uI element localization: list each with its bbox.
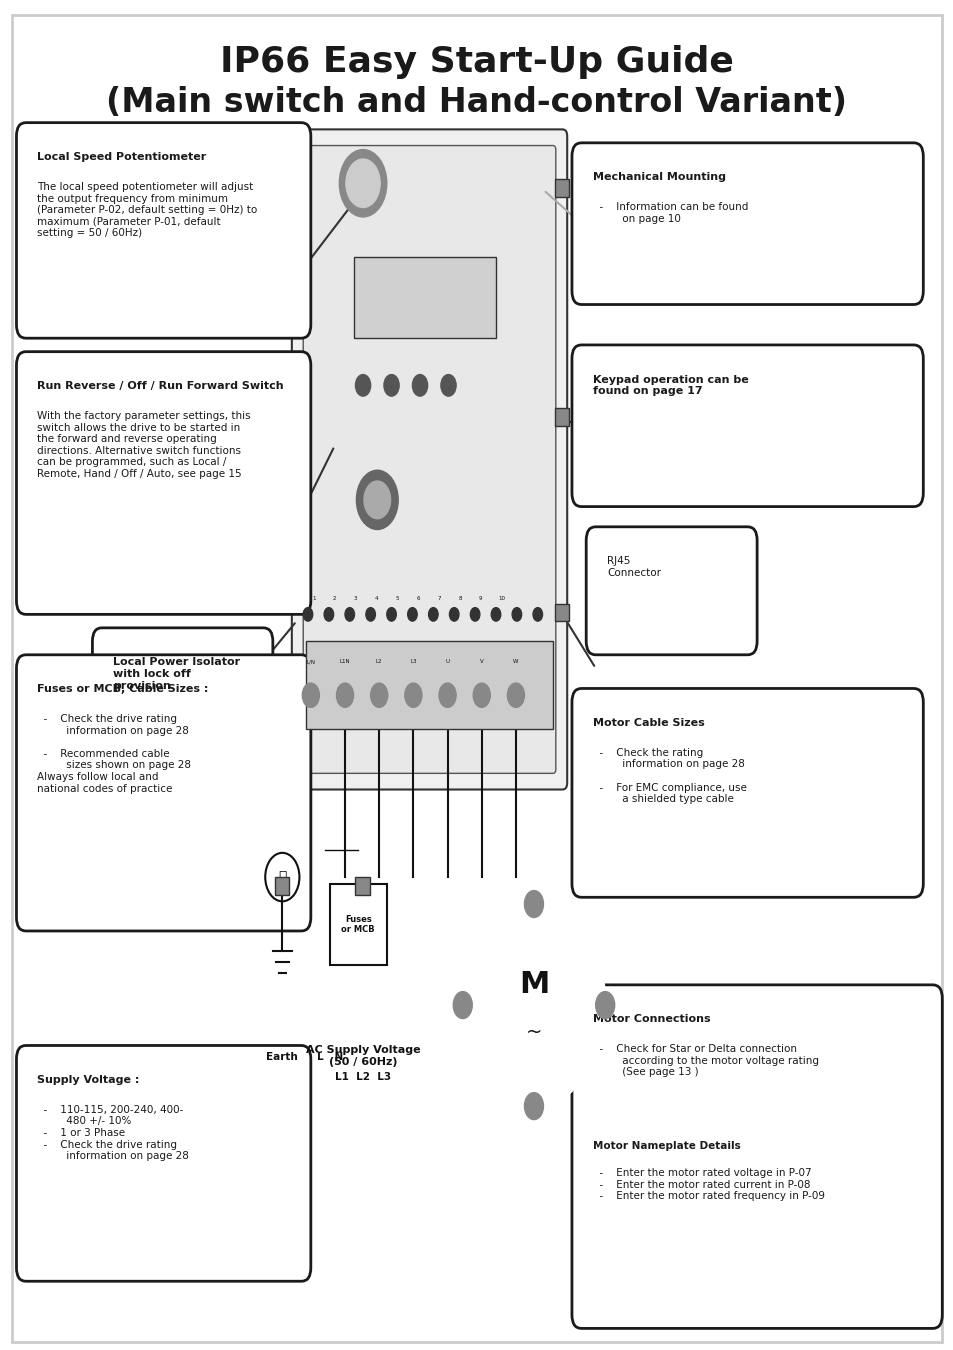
Circle shape — [303, 608, 313, 621]
Text: -    Check for Star or Delta connection
         according to the motor voltage : - Check for Star or Delta connection acc… — [592, 1044, 818, 1089]
Bar — [354, 258, 496, 339]
Circle shape — [383, 374, 398, 396]
Circle shape — [412, 374, 427, 396]
Text: 5: 5 — [395, 595, 398, 601]
Circle shape — [339, 150, 386, 217]
Text: L2: L2 — [375, 659, 382, 664]
Text: U: U — [445, 659, 449, 664]
Text: (Main switch and Hand-control Variant): (Main switch and Hand-control Variant) — [107, 86, 846, 119]
Text: Fuses
or MCB: Fuses or MCB — [341, 914, 375, 934]
Text: W: W — [513, 659, 518, 664]
Text: L   N: L N — [316, 1052, 342, 1062]
Text: L3: L3 — [410, 659, 416, 664]
Text: AC Supply Voltage
(50 / 60Hz): AC Supply Voltage (50 / 60Hz) — [305, 1045, 420, 1066]
Text: Local Speed Potentiometer: Local Speed Potentiometer — [37, 153, 207, 162]
Text: -    Check the drive rating
         information on page 28

  -    Recommended : - Check the drive rating information on … — [37, 714, 192, 794]
Text: V: V — [479, 659, 483, 664]
Circle shape — [507, 683, 524, 707]
Circle shape — [595, 992, 614, 1018]
FancyBboxPatch shape — [585, 526, 757, 655]
Text: -    Enter the motor rated voltage in P-07
  -    Enter the motor rated current : - Enter the motor rated voltage in P-07 … — [592, 1168, 824, 1202]
FancyBboxPatch shape — [572, 346, 923, 506]
Text: 8: 8 — [457, 595, 461, 601]
Circle shape — [524, 891, 543, 918]
Circle shape — [407, 608, 416, 621]
Text: 6: 6 — [416, 595, 419, 601]
Text: L1N: L1N — [339, 659, 350, 664]
Text: 3: 3 — [354, 595, 356, 601]
FancyBboxPatch shape — [16, 1045, 311, 1281]
Text: The local speed potentiometer will adjust
the output frequency from minimum
(Par: The local speed potentiometer will adjus… — [37, 182, 257, 239]
Text: Run Reverse / Off / Run Forward Switch: Run Reverse / Off / Run Forward Switch — [37, 381, 284, 392]
Text: IP66 Easy Start-Up Guide: IP66 Easy Start-Up Guide — [220, 45, 733, 80]
Text: -    110-115, 200-240, 400-
         480 +/- 10%
  -    1 or 3 Phase
  -    Chec: - 110-115, 200-240, 400- 480 +/- 10% - 1… — [37, 1104, 189, 1161]
Text: Fuses or MCB, Cable Sizes :: Fuses or MCB, Cable Sizes : — [37, 684, 209, 694]
Circle shape — [449, 608, 458, 621]
Bar — [274, 878, 289, 895]
Circle shape — [345, 608, 355, 621]
Bar — [306, 641, 553, 729]
Text: With the factory parameter settings, this
switch allows the drive to be started : With the factory parameter settings, thi… — [37, 410, 251, 479]
FancyBboxPatch shape — [16, 351, 311, 614]
Circle shape — [371, 683, 387, 707]
Text: 7: 7 — [436, 595, 440, 601]
Circle shape — [524, 1092, 543, 1119]
Text: 4: 4 — [375, 595, 377, 601]
Circle shape — [440, 374, 456, 396]
Bar — [330, 884, 386, 965]
Text: Mechanical Mounting: Mechanical Mounting — [592, 173, 725, 182]
Text: -    Information can be found
         on page 10: - Information can be found on page 10 — [592, 202, 747, 224]
FancyBboxPatch shape — [572, 688, 923, 898]
Text: Local Power Isolator
with lock off
provision: Local Power Isolator with lock off provi… — [113, 657, 240, 691]
Circle shape — [473, 683, 490, 707]
Text: L/N: L/N — [306, 659, 315, 664]
Bar — [555, 408, 569, 425]
FancyBboxPatch shape — [16, 655, 311, 932]
Text: Keypad operation can be
found on page 17: Keypad operation can be found on page 17 — [592, 374, 748, 396]
FancyBboxPatch shape — [16, 123, 311, 339]
Circle shape — [346, 159, 379, 208]
Text: -    Check the rating
         information on page 28

  -    For EMC compliance: - Check the rating information on page 2… — [592, 748, 746, 805]
Circle shape — [462, 904, 604, 1106]
Circle shape — [366, 608, 375, 621]
Circle shape — [512, 608, 521, 621]
Text: Motor Nameplate Details: Motor Nameplate Details — [592, 1141, 740, 1152]
Text: Supply Voltage :: Supply Voltage : — [37, 1075, 139, 1085]
Circle shape — [302, 683, 319, 707]
FancyBboxPatch shape — [303, 146, 556, 774]
FancyBboxPatch shape — [572, 143, 923, 305]
Text: 9: 9 — [478, 595, 482, 601]
FancyBboxPatch shape — [572, 986, 942, 1328]
Text: Earth: Earth — [266, 1052, 298, 1062]
Circle shape — [404, 683, 421, 707]
Circle shape — [453, 992, 472, 1018]
Circle shape — [364, 481, 390, 518]
Bar — [555, 180, 569, 197]
Text: RJ45
Connector: RJ45 Connector — [606, 556, 660, 578]
Circle shape — [533, 608, 542, 621]
Text: ~: ~ — [525, 1022, 541, 1041]
Bar — [555, 603, 569, 621]
Text: Motor Connections: Motor Connections — [592, 1014, 710, 1025]
Circle shape — [386, 608, 395, 621]
FancyBboxPatch shape — [292, 130, 567, 790]
Circle shape — [428, 608, 437, 621]
Circle shape — [491, 608, 500, 621]
Circle shape — [336, 683, 354, 707]
Text: 1: 1 — [312, 595, 315, 601]
Bar — [355, 878, 370, 895]
Circle shape — [355, 374, 371, 396]
FancyBboxPatch shape — [92, 628, 273, 776]
Text: L1  L2  L3: L1 L2 L3 — [335, 1072, 391, 1083]
Circle shape — [356, 470, 397, 529]
Circle shape — [324, 608, 334, 621]
Text: 2: 2 — [333, 595, 336, 601]
Circle shape — [470, 608, 479, 621]
Circle shape — [438, 683, 456, 707]
Text: ⏚: ⏚ — [278, 871, 286, 884]
Text: Motor Cable Sizes: Motor Cable Sizes — [592, 718, 704, 728]
Text: 10: 10 — [497, 595, 505, 601]
Text: M: M — [518, 971, 549, 999]
